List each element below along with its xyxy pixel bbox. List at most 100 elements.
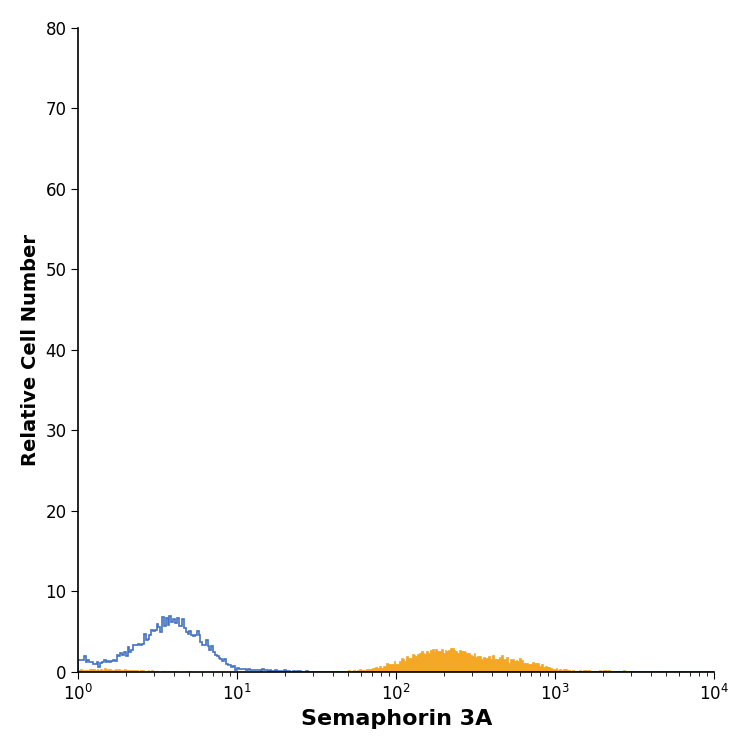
Bar (406, 656, 408, 672)
Bar (364, 670, 366, 672)
Bar (133, 670, 135, 672)
Bar (104, 668, 106, 672)
Bar (612, 670, 614, 672)
Bar (88, 670, 89, 672)
Bar (424, 654, 426, 672)
Bar (523, 663, 525, 672)
Bar (412, 654, 413, 672)
Bar (152, 670, 153, 672)
Bar (506, 657, 509, 672)
Bar (472, 656, 474, 672)
Bar (359, 670, 361, 672)
Bar (458, 653, 459, 672)
Bar (503, 659, 505, 672)
Bar (423, 652, 424, 672)
Bar (603, 670, 604, 672)
Bar (441, 649, 442, 672)
Bar (135, 670, 136, 672)
Bar (118, 669, 120, 672)
Bar (509, 663, 510, 672)
Bar (450, 648, 452, 672)
Bar (547, 668, 548, 672)
Bar (386, 663, 388, 672)
Bar (620, 670, 621, 672)
Bar (448, 650, 450, 672)
Bar (78, 670, 80, 672)
Bar (608, 670, 610, 672)
Bar (111, 670, 113, 672)
Bar (526, 663, 528, 672)
Bar (579, 670, 581, 672)
Bar (107, 668, 109, 672)
Bar (525, 663, 526, 672)
Bar (410, 658, 412, 672)
Bar (129, 670, 131, 672)
Bar (539, 666, 541, 672)
Bar (521, 660, 523, 672)
Bar (554, 670, 556, 672)
Bar (445, 650, 446, 672)
Bar (452, 648, 454, 672)
Bar (404, 661, 406, 672)
Bar (390, 664, 392, 672)
Bar (372, 668, 374, 672)
Bar (89, 670, 91, 672)
Bar (501, 656, 503, 672)
Bar (568, 670, 570, 672)
Bar (492, 656, 494, 672)
Bar (583, 670, 585, 672)
Bar (432, 650, 433, 672)
Bar (589, 670, 590, 672)
Bar (374, 668, 375, 672)
Bar (102, 670, 104, 672)
Bar (548, 667, 550, 672)
Bar (149, 670, 152, 672)
Bar (416, 656, 417, 672)
Bar (381, 668, 382, 672)
Bar (366, 669, 368, 672)
Bar (417, 654, 419, 672)
Bar (115, 670, 116, 672)
Bar (353, 670, 356, 672)
Bar (586, 670, 589, 672)
Bar (94, 670, 97, 672)
Bar (408, 658, 410, 672)
Bar (97, 669, 98, 672)
Bar (541, 664, 543, 672)
Bar (532, 662, 534, 672)
Bar (570, 670, 572, 672)
Bar (496, 659, 497, 672)
Bar (93, 669, 94, 672)
Bar (479, 656, 481, 672)
Bar (598, 670, 599, 672)
Bar (395, 664, 398, 672)
Y-axis label: Relative Cell Number: Relative Cell Number (21, 234, 40, 466)
Bar (565, 670, 566, 672)
Bar (515, 660, 517, 672)
Bar (484, 658, 487, 672)
Bar (572, 670, 574, 672)
Bar (436, 649, 437, 672)
Bar (556, 668, 557, 672)
Bar (148, 670, 149, 672)
Bar (500, 657, 501, 672)
Bar (413, 655, 416, 672)
Bar (122, 670, 124, 672)
Bar (455, 651, 458, 672)
Bar (530, 664, 532, 672)
Bar (433, 652, 436, 672)
Bar (552, 669, 554, 672)
Bar (382, 666, 385, 672)
Bar (470, 655, 472, 672)
Bar (476, 657, 477, 672)
Bar (623, 670, 625, 672)
Bar (510, 659, 512, 672)
Bar (483, 657, 484, 672)
Bar (91, 669, 93, 672)
Bar (610, 670, 612, 672)
Bar (106, 670, 107, 672)
Bar (385, 665, 386, 672)
Bar (561, 670, 563, 672)
Bar (110, 668, 111, 672)
Bar (538, 663, 539, 672)
